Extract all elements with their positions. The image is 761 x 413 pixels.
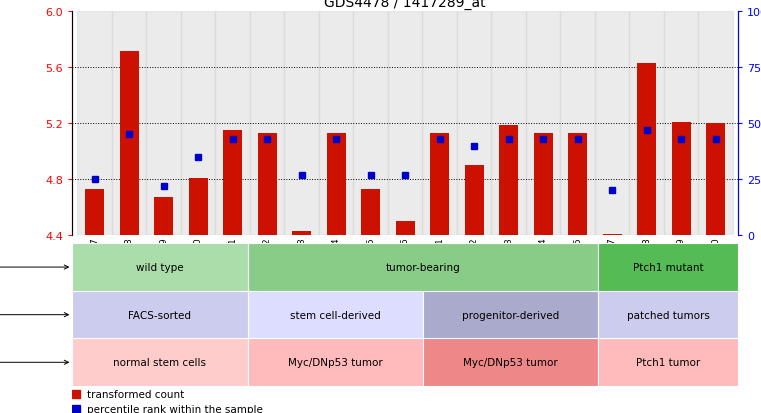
Bar xyxy=(247,244,598,291)
Bar xyxy=(457,12,492,235)
Bar xyxy=(672,123,691,235)
Bar xyxy=(492,12,526,235)
Bar xyxy=(319,12,353,235)
Text: wild type: wild type xyxy=(136,262,183,273)
Text: percentile rank within the sample: percentile rank within the sample xyxy=(87,404,263,413)
Bar xyxy=(326,134,345,235)
Text: tumor-bearing: tumor-bearing xyxy=(385,262,460,273)
Bar xyxy=(72,339,247,386)
Bar xyxy=(423,291,598,339)
Bar xyxy=(526,12,561,235)
Bar xyxy=(146,12,181,235)
Bar xyxy=(465,166,484,235)
Bar xyxy=(598,339,738,386)
Bar xyxy=(533,134,552,235)
Bar xyxy=(247,291,423,339)
Text: transformed count: transformed count xyxy=(87,389,184,399)
Title: GDS4478 / 1417289_at: GDS4478 / 1417289_at xyxy=(324,0,486,10)
Text: genotype/variation: genotype/variation xyxy=(0,262,68,273)
Bar xyxy=(154,198,174,235)
Bar xyxy=(181,12,215,235)
Bar xyxy=(568,134,587,235)
Text: normal stem cells: normal stem cells xyxy=(113,357,206,368)
Bar xyxy=(699,12,733,235)
Bar xyxy=(285,12,319,235)
Text: progenitor-derived: progenitor-derived xyxy=(462,310,559,320)
Text: stem cell-derived: stem cell-derived xyxy=(290,310,380,320)
Text: other: other xyxy=(0,310,68,320)
Bar xyxy=(119,52,139,235)
Text: Ptch1 mutant: Ptch1 mutant xyxy=(632,262,703,273)
Bar xyxy=(598,291,738,339)
Bar xyxy=(78,12,112,235)
Bar xyxy=(258,134,277,235)
Bar xyxy=(637,64,656,235)
Bar xyxy=(595,12,629,235)
Text: cell type: cell type xyxy=(0,357,68,368)
Bar xyxy=(561,12,595,235)
Bar xyxy=(396,221,415,235)
Bar xyxy=(706,124,725,235)
Text: Myc/DNp53 tumor: Myc/DNp53 tumor xyxy=(463,357,558,368)
Bar xyxy=(112,12,146,235)
Text: Myc/DNp53 tumor: Myc/DNp53 tumor xyxy=(288,357,383,368)
Bar xyxy=(247,339,423,386)
Bar xyxy=(292,231,311,235)
Bar xyxy=(215,12,250,235)
Bar xyxy=(423,339,598,386)
Text: FACS-sorted: FACS-sorted xyxy=(129,310,192,320)
Bar xyxy=(422,12,457,235)
Bar xyxy=(664,12,699,235)
Bar xyxy=(85,190,104,235)
Bar xyxy=(388,12,422,235)
Bar xyxy=(72,291,247,339)
Bar xyxy=(353,12,388,235)
Text: Ptch1 tumor: Ptch1 tumor xyxy=(636,357,700,368)
Bar xyxy=(250,12,285,235)
Bar xyxy=(598,244,738,291)
Bar xyxy=(430,134,449,235)
Bar xyxy=(603,234,622,235)
Bar xyxy=(629,12,664,235)
Bar xyxy=(223,131,242,235)
Bar xyxy=(499,125,518,235)
Bar xyxy=(72,244,247,291)
Bar xyxy=(189,178,208,235)
Text: patched tumors: patched tumors xyxy=(626,310,709,320)
Bar xyxy=(361,190,380,235)
